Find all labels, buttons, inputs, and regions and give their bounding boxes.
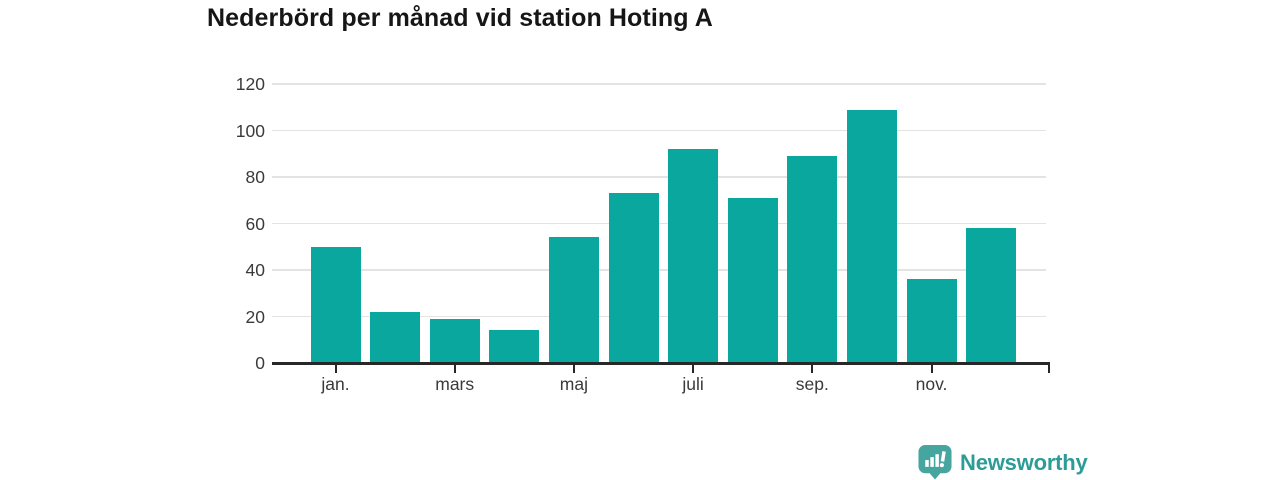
x-axis-tick-label: juli [682, 374, 704, 394]
x-axis-end-tick [1048, 364, 1050, 373]
x-axis-tick-label: nov. [915, 374, 948, 394]
bar-feb [370, 311, 421, 363]
bar-sep [787, 156, 838, 363]
y-axis-tick-label: 20 [245, 306, 265, 327]
y-axis-tick-label: 0 [255, 353, 265, 373]
y-axis-tick-label: 120 [235, 74, 265, 94]
gridline-y-120 [272, 83, 1046, 85]
y-axis-tick-label: 80 [245, 167, 265, 187]
y-axis-tick-label: 60 [245, 213, 265, 234]
bar-juli [668, 149, 719, 363]
brand-name: Newsworthy [960, 449, 1088, 475]
chart-title: Nederbörd per månad vid station Hoting A [207, 4, 713, 32]
gridline-y-40 [272, 269, 1046, 271]
x-axis-tick [572, 364, 575, 373]
bar-okt [846, 109, 897, 363]
x-axis-line [272, 362, 1050, 365]
bar-dec [966, 228, 1017, 363]
gridline-y-80 [272, 176, 1046, 178]
x-axis-tick [453, 364, 456, 373]
gridline-y-60 [272, 222, 1046, 225]
y-axis-tick-label: 40 [245, 260, 265, 280]
gridline-y-100 [272, 129, 1046, 132]
x-axis-tick-label: jan. [321, 374, 350, 394]
bar-april [489, 330, 540, 363]
bar-nov [906, 279, 957, 363]
x-axis-tick [930, 364, 933, 373]
gridline-y-20 [272, 315, 1046, 318]
bar-aug [727, 197, 778, 363]
bar-chart-badge-icon [918, 445, 952, 480]
x-axis-tick-label: mars [435, 374, 475, 394]
y-axis-tick-label: 100 [235, 120, 265, 141]
x-axis-tick-label: maj [559, 374, 588, 394]
x-axis-tick [334, 364, 337, 373]
newsworthy-branding: Newsworthy [918, 445, 1088, 480]
bar-jan [310, 246, 361, 363]
x-axis-tick [811, 364, 814, 373]
x-axis-tick-label: sep. [795, 374, 829, 394]
bar-juni [608, 193, 659, 363]
bar-mars [429, 318, 480, 363]
bar-maj [548, 237, 599, 363]
x-axis-tick [692, 364, 695, 373]
